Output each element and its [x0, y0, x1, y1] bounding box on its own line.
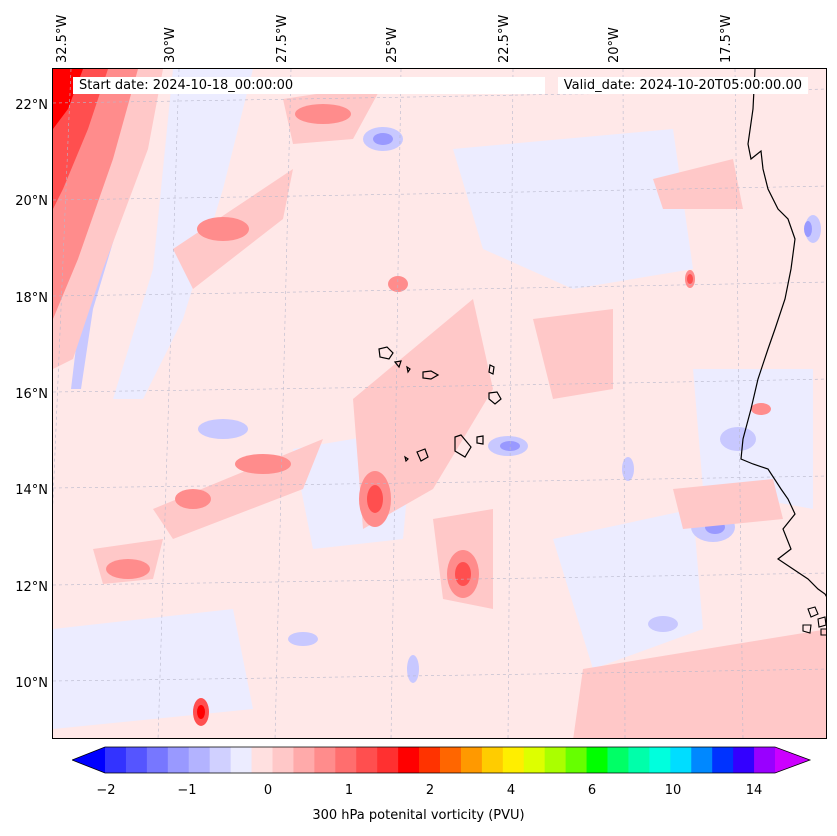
colorbar-segment [691, 747, 713, 773]
lat-label-20n: 20°N [15, 194, 48, 209]
valid-date-label: Valid_date: 2024-10-20T05:00:00.00 [557, 77, 808, 94]
colorbar-segment [167, 747, 190, 773]
colorbar-label: 300 hPa potenital vorticity (PVU) [312, 808, 525, 823]
colorbar-segment [419, 747, 441, 773]
colorbar-segment [377, 747, 399, 773]
africa-coastline [740, 69, 826, 597]
cape-verde-islands [378, 346, 502, 463]
colorbar-tick: 0 [263, 783, 273, 798]
colorbar-segment [460, 747, 483, 773]
lat-label-12n: 12°N [15, 580, 48, 595]
colorbar-segment [146, 747, 169, 773]
colorbar-segment [712, 747, 734, 773]
lon-label-27-5w: 27.5°W [275, 14, 290, 63]
colorbar-tick: 10 [664, 783, 682, 798]
pv-map: Start date: 2024-10-18_00:00:00 Valid_da… [52, 68, 827, 739]
colorbar-segment [523, 747, 546, 773]
colorbar-segment [251, 747, 273, 773]
graticule [53, 69, 826, 738]
colorbar-segment [607, 747, 629, 773]
colorbar-segment [314, 747, 336, 773]
lat-label-10n: 10°N [15, 676, 48, 691]
colorbar-segment [565, 747, 588, 773]
lat-label-16n: 16°N [15, 387, 48, 402]
colorbar-segment [188, 747, 211, 773]
colorbar-tick: 2 [425, 783, 435, 798]
colorbar-segment [544, 747, 567, 773]
lon-label-20w: 20°W [607, 27, 622, 63]
lon-label-17-5w: 17.5°W [719, 14, 734, 63]
colorbar-segment [230, 747, 253, 773]
colorbar-segment [649, 747, 671, 773]
low-pv-areas [53, 69, 813, 729]
colorbar [72, 746, 812, 774]
colorbar-segment [105, 747, 127, 773]
colorbar-segment [733, 747, 755, 773]
colorbar-segment [335, 747, 357, 773]
lon-label-22-5w: 22.5°W [497, 14, 512, 63]
colorbar-segment [586, 747, 608, 773]
lat-label-18n: 18°N [15, 291, 48, 306]
colorbar-segment [125, 747, 148, 773]
colorbar-tick: −2 [96, 783, 116, 798]
lat-label-22n: 22°N [15, 98, 48, 113]
colorbar-segment [481, 747, 504, 773]
colorbar-segment [670, 747, 692, 773]
colorbar-extend-min [72, 747, 105, 773]
colorbar-segment [209, 747, 232, 773]
colorbar-tick: 4 [506, 783, 516, 798]
colorbar-segment [293, 747, 315, 773]
colorbar-segment [502, 747, 525, 773]
pv-field [53, 69, 826, 738]
lon-label-32-5w: 32.5°W [55, 14, 70, 63]
lon-label-30w: 30°W [163, 27, 178, 63]
lat-label-14n: 14°N [15, 483, 48, 498]
colorbar-outline [72, 746, 812, 774]
colorbar-tick: 1 [344, 783, 354, 798]
colorbar-segment [398, 747, 420, 773]
bissagos-islands [802, 606, 826, 636]
colorbar-segment [272, 747, 294, 773]
colorbar-segment [356, 747, 378, 773]
colorbar-tick: −1 [177, 783, 197, 798]
colorbar-extend-max [775, 747, 810, 773]
colorbar-tick: 6 [587, 783, 597, 798]
colorbar-segment [628, 747, 650, 773]
colorbar-segment [754, 747, 776, 773]
start-date-label: Start date: 2024-10-18_00:00:00 [73, 77, 545, 94]
colorbar-tick: 14 [745, 783, 763, 798]
colorbar-segment [440, 747, 462, 773]
lon-label-25w: 25°W [385, 27, 400, 63]
